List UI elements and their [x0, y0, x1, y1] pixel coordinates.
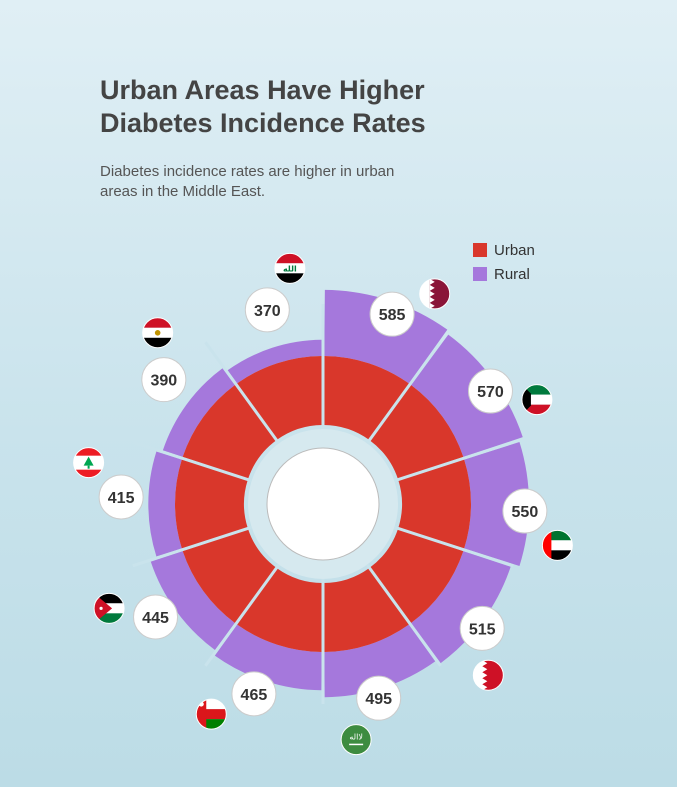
value-text: 515 [469, 621, 496, 638]
rural-bar-iraq [227, 339, 322, 384]
legend-item-rural: Rural [473, 262, 535, 286]
urban-bar-uae [398, 459, 471, 549]
value-text: 465 [241, 687, 268, 704]
urban-bar-qatar [323, 356, 409, 440]
legend-swatch-rural [473, 267, 487, 281]
value-text: 390 [150, 373, 177, 390]
value-text: 415 [108, 490, 135, 507]
segment-divider [132, 440, 253, 483]
urban-bar-lebanon [174, 459, 248, 549]
value-label-qatar: 585 [369, 291, 415, 337]
rural-bar-bahrain [411, 550, 511, 664]
legend-label-rural: Rural [494, 265, 530, 283]
segment-divider [393, 525, 514, 568]
egypt-flag-icon [142, 317, 174, 349]
rural-bar-uae [464, 442, 530, 566]
center-disc [266, 447, 380, 561]
value-label-bahrain: 515 [459, 605, 505, 651]
value-text: 585 [379, 307, 406, 324]
segment-divider [132, 525, 253, 568]
lebanon-flag-icon [73, 447, 105, 479]
value-text: 445 [142, 610, 169, 627]
segment-divider [365, 563, 442, 667]
rural-bar-lebanon [148, 451, 182, 557]
value-label-jordan: 445 [133, 594, 179, 640]
urban-bar-jordan [182, 529, 277, 623]
segment-divider [393, 440, 514, 483]
value-label-uae: 550 [502, 488, 548, 534]
urban-bar-saudi-arabia [323, 568, 409, 652]
urban-bar-egypt [182, 385, 277, 479]
rural-bar-egypt [162, 368, 235, 458]
urban-bar-bahrain [369, 529, 464, 623]
value-label-lebanon: 415 [98, 474, 144, 520]
kuwait-flag-icon [521, 384, 553, 416]
urban-bar-kuwait [369, 385, 464, 479]
segment-divider [365, 341, 442, 445]
value-text: 550 [512, 504, 539, 521]
urban-bar-oman [237, 568, 323, 652]
rural-bar-qatar [324, 289, 448, 384]
segment-divider [204, 563, 281, 667]
rural-bar-saudi-arabia [324, 624, 436, 698]
value-label-iraq: 370 [244, 287, 290, 333]
iraq-flag-icon: الله [274, 252, 306, 284]
legend-swatch-urban [473, 243, 487, 257]
value-label-oman: 465 [231, 671, 277, 717]
legend-label-urban: Urban [494, 241, 535, 259]
saudi-arabia-flag-icon: لااله [340, 724, 372, 756]
segment-divider [204, 341, 281, 445]
value-text: 370 [254, 303, 281, 320]
legend: Urban Rural [473, 238, 535, 286]
svg-text:الله: الله [283, 264, 297, 273]
value-text: 570 [477, 384, 504, 401]
urban-bar-iraq [237, 356, 323, 440]
jordan-flag-icon [93, 592, 125, 624]
chart-subtitle: Diabetes incidence rates are higher in u… [100, 163, 395, 200]
value-label-egypt: 390 [141, 357, 187, 403]
rural-bar-jordan [150, 550, 235, 651]
legend-item-urban: Urban [473, 238, 535, 262]
rural-bar-kuwait [411, 334, 523, 458]
value-label-kuwait: 570 [467, 368, 513, 414]
uae-flag-icon [541, 529, 573, 561]
value-label-saudi: 495 [356, 675, 402, 721]
rural-bar-oman [214, 624, 322, 691]
chart-title: Urban Areas Have Higher Diabetes Inciden… [100, 75, 426, 138]
value-text: 495 [365, 691, 392, 708]
qatar-flag-icon [419, 278, 451, 310]
bahrain-flag-icon [472, 659, 504, 691]
oman-flag-icon [195, 698, 227, 730]
svg-text:لااله: لااله [349, 733, 363, 742]
